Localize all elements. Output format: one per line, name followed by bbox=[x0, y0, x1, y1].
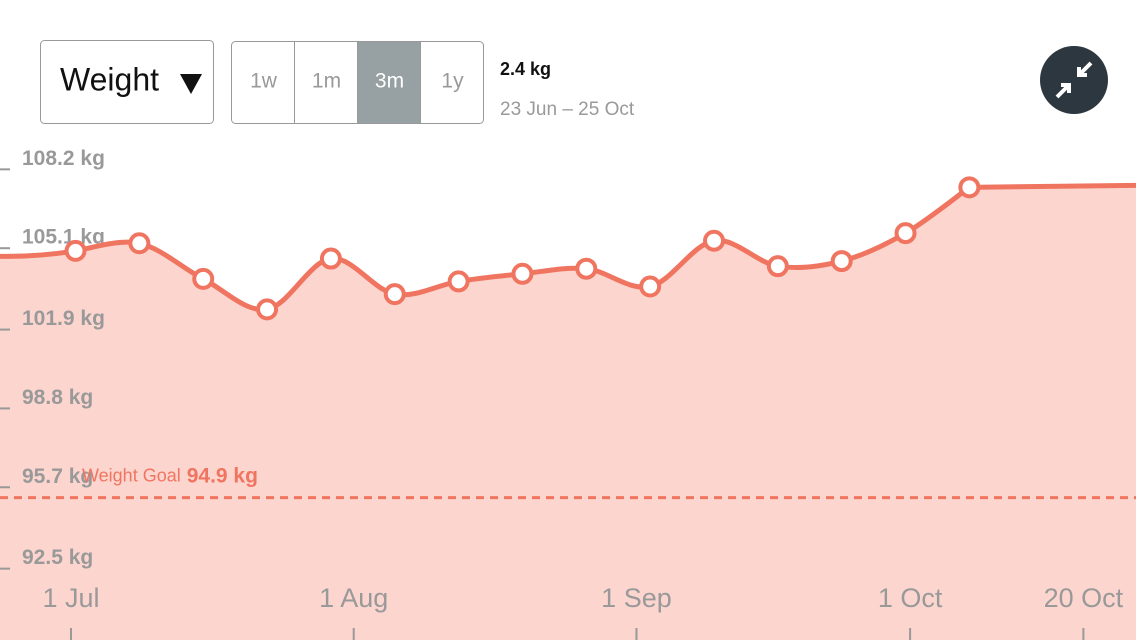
weight-point bbox=[383, 283, 406, 306]
weight-point bbox=[319, 247, 342, 270]
x-tick-label: 1 Jul bbox=[42, 583, 99, 613]
period-option[interactable]: 3m bbox=[375, 70, 404, 93]
y-tick-label: 101.9 kg bbox=[22, 307, 105, 330]
weight-point bbox=[256, 298, 279, 321]
y-tick-label: 95.7 kg bbox=[22, 465, 93, 488]
x-tick-label: 1 Oct bbox=[878, 583, 943, 613]
chart: 108.2 kg 105.1 kg 101.9 kg 98.8 kg 95.7 kg 92… bbox=[0, 147, 1136, 640]
collapse-icon bbox=[1055, 61, 1093, 99]
weight-point bbox=[894, 222, 917, 245]
goal-value: 94.9 kg bbox=[187, 464, 258, 487]
weight-area bbox=[0, 185, 1136, 640]
weight-line bbox=[0, 182, 1136, 313]
collapse-circle bbox=[1040, 46, 1108, 114]
date-range: 23 Jun – 25 Oct bbox=[500, 99, 635, 120]
goal-label: Weight Goal 94.9 kg bbox=[82, 464, 258, 487]
x-tick-label: 1 Aug bbox=[319, 583, 388, 613]
weight-point bbox=[639, 275, 662, 298]
dropdown-arrow bbox=[180, 74, 202, 94]
y-tick-label: 108.2 kg bbox=[22, 147, 105, 170]
x-tick-label: 1 Sep bbox=[601, 583, 672, 613]
period-option[interactable]: 1y bbox=[441, 70, 464, 93]
weight-point bbox=[511, 262, 534, 285]
period-option[interactable]: 1m bbox=[312, 70, 341, 93]
y-tick-label: 98.8 kg bbox=[22, 386, 93, 409]
weight-point bbox=[447, 270, 470, 293]
weight-point bbox=[766, 255, 789, 278]
x-tick-label: 20 Oct bbox=[1044, 583, 1124, 613]
metric-dropdown[interactable] bbox=[40, 40, 214, 124]
weight-point bbox=[958, 176, 981, 199]
weight-point bbox=[702, 229, 725, 252]
period-selector: 1w 1m 3m 1y bbox=[231, 41, 484, 124]
weight-point bbox=[128, 232, 151, 255]
weight-point bbox=[192, 267, 215, 290]
metric-label: Weight bbox=[60, 61, 159, 97]
y-tick-label: 105.1 kg bbox=[22, 226, 105, 249]
collapse-button[interactable] bbox=[1040, 46, 1108, 114]
weight-point bbox=[64, 239, 87, 262]
goal-title: Weight Goal bbox=[82, 465, 181, 485]
period-selected bbox=[358, 42, 421, 123]
change-value: 2.4 kg bbox=[500, 59, 551, 79]
y-tick-label: 92.5 kg bbox=[22, 546, 93, 569]
header: Weight 1w 1m 3m 1y 2.4 kg 23 Jun – 25 Oct bbox=[40, 40, 1108, 124]
period-option[interactable]: 1w bbox=[250, 70, 278, 93]
weight-point bbox=[830, 250, 853, 273]
weight-point bbox=[575, 257, 598, 280]
